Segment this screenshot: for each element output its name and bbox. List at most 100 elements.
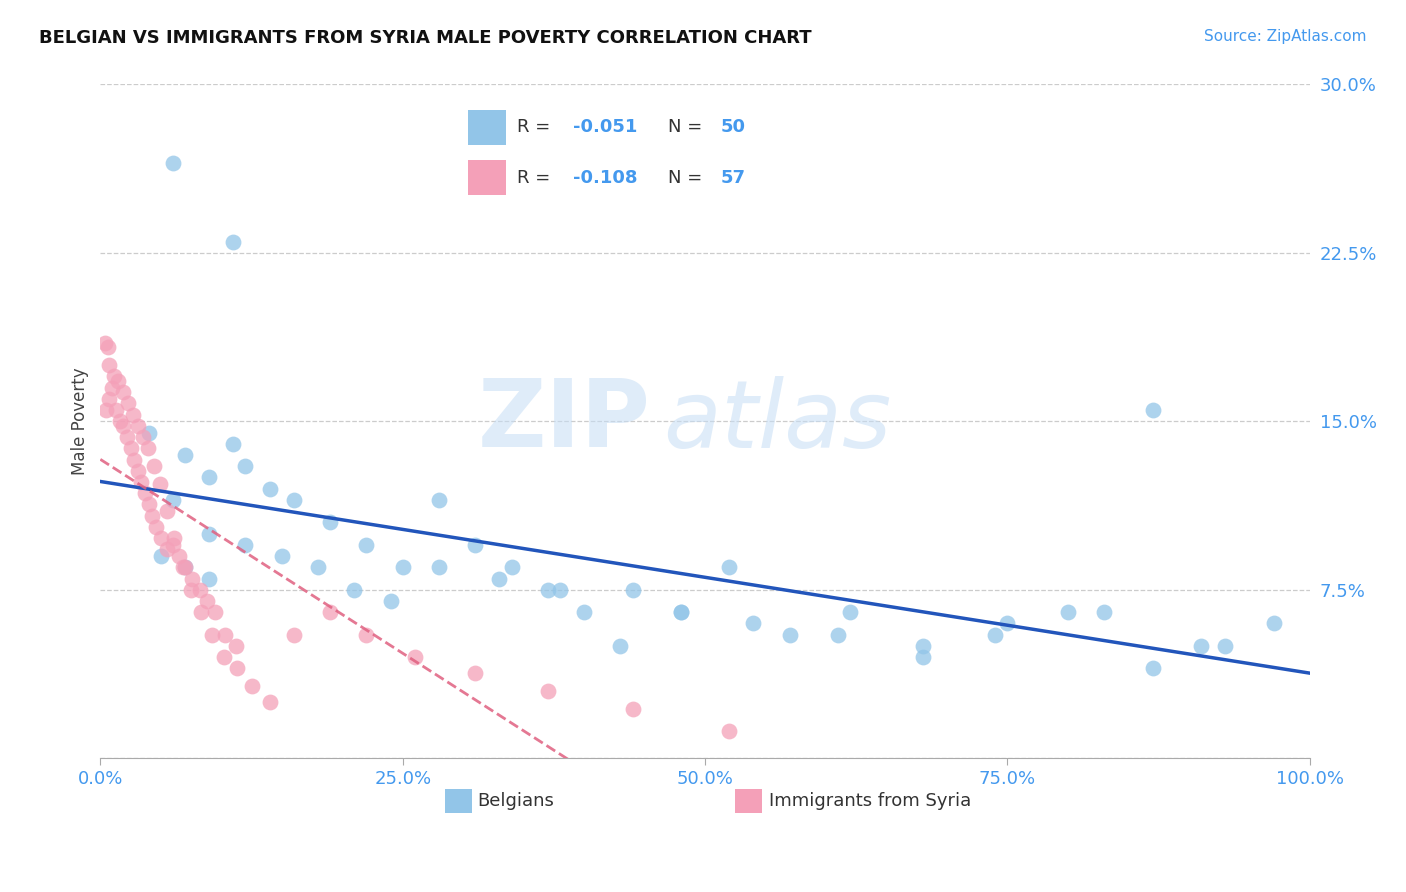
Point — [149, 549, 172, 563]
Point — [145, 520, 167, 534]
Point — [117, 396, 139, 410]
Point — [1142, 661, 1164, 675]
Text: atlas: atlas — [662, 376, 891, 467]
Point — [112, 418, 135, 433]
Point — [122, 452, 145, 467]
Text: BELGIAN VS IMMIGRANTS FROM SYRIA MALE POVERTY CORRELATION CHART: BELGIAN VS IMMIGRANTS FROM SYRIA MALE PO… — [39, 29, 813, 46]
Point — [97, 340, 120, 354]
Point — [198, 526, 221, 541]
Point — [235, 538, 257, 552]
Point — [162, 492, 184, 507]
Point — [343, 582, 366, 597]
Point — [97, 358, 120, 372]
Point — [1189, 639, 1212, 653]
Point — [103, 369, 125, 384]
Point — [427, 560, 450, 574]
Point — [225, 639, 247, 653]
Text: Immigrants from Syria: Immigrants from Syria — [769, 792, 972, 810]
Y-axis label: Male Poverty: Male Poverty — [72, 368, 89, 475]
Point — [174, 448, 197, 462]
Point — [404, 650, 426, 665]
Point — [127, 418, 149, 433]
Point — [156, 542, 179, 557]
Point — [235, 459, 257, 474]
Point — [259, 695, 281, 709]
Text: ZIP: ZIP — [478, 376, 651, 467]
Point — [122, 408, 145, 422]
Point — [127, 464, 149, 478]
Point — [319, 516, 342, 530]
Point — [391, 560, 413, 574]
Point — [97, 392, 120, 406]
Point — [742, 616, 765, 631]
Point — [198, 470, 221, 484]
Point — [96, 403, 118, 417]
Point — [226, 661, 249, 675]
Point — [188, 582, 211, 597]
Point — [180, 582, 202, 597]
Point — [537, 684, 560, 698]
Point — [212, 650, 235, 665]
Point — [172, 560, 194, 574]
Point — [1057, 605, 1080, 619]
Point — [283, 492, 305, 507]
Point — [174, 560, 197, 574]
Point — [190, 605, 212, 619]
Point — [174, 560, 197, 574]
Point — [101, 381, 124, 395]
Point — [911, 639, 934, 653]
Point — [131, 430, 153, 444]
Point — [464, 665, 486, 680]
Point — [120, 442, 142, 456]
Point — [609, 639, 631, 653]
Point — [1263, 616, 1285, 631]
Point — [1213, 639, 1236, 653]
Text: Belgians: Belgians — [478, 792, 554, 810]
Point — [356, 538, 378, 552]
FancyBboxPatch shape — [446, 789, 471, 814]
Point — [839, 605, 862, 619]
Point — [181, 572, 204, 586]
Point — [621, 702, 644, 716]
Point — [105, 403, 128, 417]
Point — [138, 498, 160, 512]
Point — [94, 335, 117, 350]
Point — [204, 605, 226, 619]
Point — [283, 628, 305, 642]
Point — [195, 594, 218, 608]
Point — [163, 531, 186, 545]
Point — [307, 560, 329, 574]
Point — [537, 582, 560, 597]
Point — [162, 156, 184, 170]
Point — [136, 442, 159, 456]
FancyBboxPatch shape — [735, 789, 762, 814]
Point — [108, 414, 131, 428]
Point — [222, 235, 245, 249]
Point — [827, 628, 849, 642]
Point — [222, 437, 245, 451]
Point — [149, 531, 172, 545]
Point — [718, 724, 741, 739]
Point — [669, 605, 692, 619]
Point — [149, 477, 172, 491]
Text: Source: ZipAtlas.com: Source: ZipAtlas.com — [1204, 29, 1367, 44]
Point — [548, 582, 571, 597]
Point — [464, 538, 486, 552]
Point — [356, 628, 378, 642]
Point — [270, 549, 292, 563]
Point — [669, 605, 692, 619]
Point — [984, 628, 1007, 642]
Point — [201, 628, 224, 642]
Point — [138, 425, 160, 440]
Point — [115, 430, 138, 444]
Point — [1092, 605, 1115, 619]
Point — [779, 628, 801, 642]
Point — [501, 560, 523, 574]
Point — [141, 508, 163, 523]
Point — [131, 475, 153, 489]
Point — [107, 374, 129, 388]
Point — [427, 492, 450, 507]
Point — [718, 560, 741, 574]
Point — [319, 605, 342, 619]
Point — [997, 616, 1019, 631]
